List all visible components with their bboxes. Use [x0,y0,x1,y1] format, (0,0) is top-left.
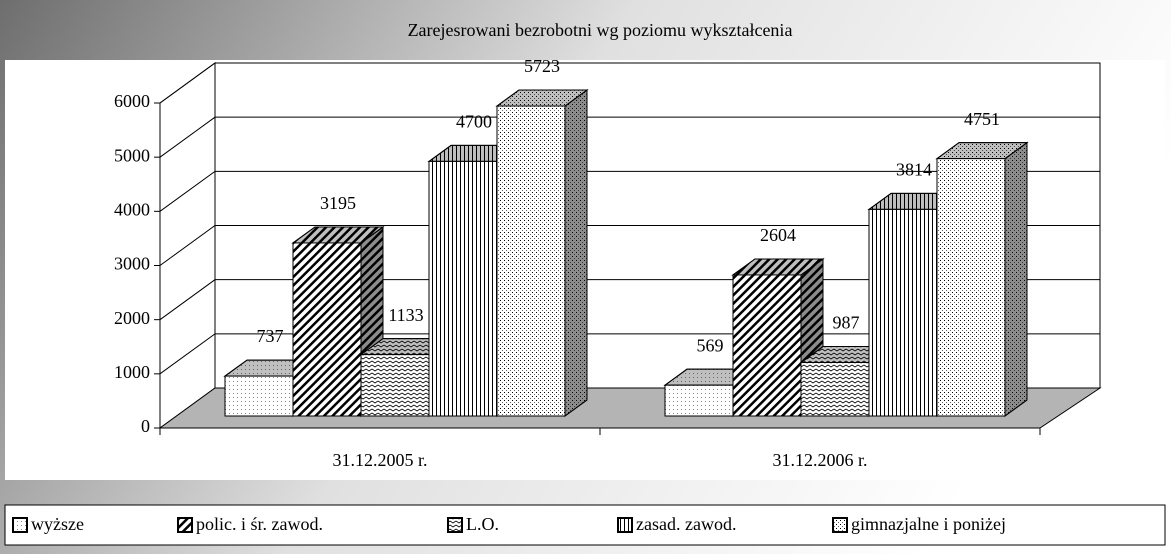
legend [4,504,1166,546]
bar [292,242,362,417]
bar [496,105,566,417]
data-label: 3195 [320,193,356,213]
grid-line [159,225,1100,266]
bar [664,384,734,417]
bar-side-shade [1004,141,1028,417]
bar-side-shade [564,89,588,417]
y-tick-label: 5000 [114,145,150,165]
chart-title: Zarejesrowani bezrobotni wg poziomu wyks… [408,20,793,40]
data-label: 4751 [964,109,1000,129]
y-tick-label: 3000 [114,254,150,274]
legend-label: L.O. [466,514,499,534]
data-label: 5723 [524,56,560,76]
legend-swatch [832,517,848,533]
data-label: 2604 [760,225,796,245]
y-tick-label: 4000 [114,199,150,219]
bar [360,354,430,417]
y-tick-label: 1000 [114,362,150,382]
data-label: 1133 [388,305,423,325]
bar [428,160,498,417]
data-label: 3814 [896,160,932,180]
legend-swatch [617,517,633,533]
y-tick-label: 2000 [114,308,150,328]
data-label: 569 [697,335,724,355]
grid-line [159,170,1100,212]
y-tick-label: 0 [141,416,150,436]
bar [732,274,802,417]
x-tick-label: 31.12.2005 r. [332,450,427,470]
legend-label: wyższe [31,514,84,534]
bar [868,208,938,417]
bar [936,158,1006,417]
y-tick-label: 6000 [114,91,150,111]
x-tick-label: 31.12.2006 r. [772,450,867,470]
legend-swatch [12,517,28,533]
grid-line [159,116,1100,158]
bar [224,375,294,417]
legend-label: gimnazjalne i poniżej [851,514,1006,534]
bar [800,362,870,417]
legend-label: polic. i śr. zawod. [196,514,323,534]
data-label: 737 [257,326,284,346]
data-label: 987 [833,313,860,333]
legend-label: zasad. zawod. [636,514,736,534]
data-label: 4700 [456,112,492,132]
legend-swatch [177,517,193,533]
grid-line [159,62,1100,104]
legend-swatch [447,517,463,533]
